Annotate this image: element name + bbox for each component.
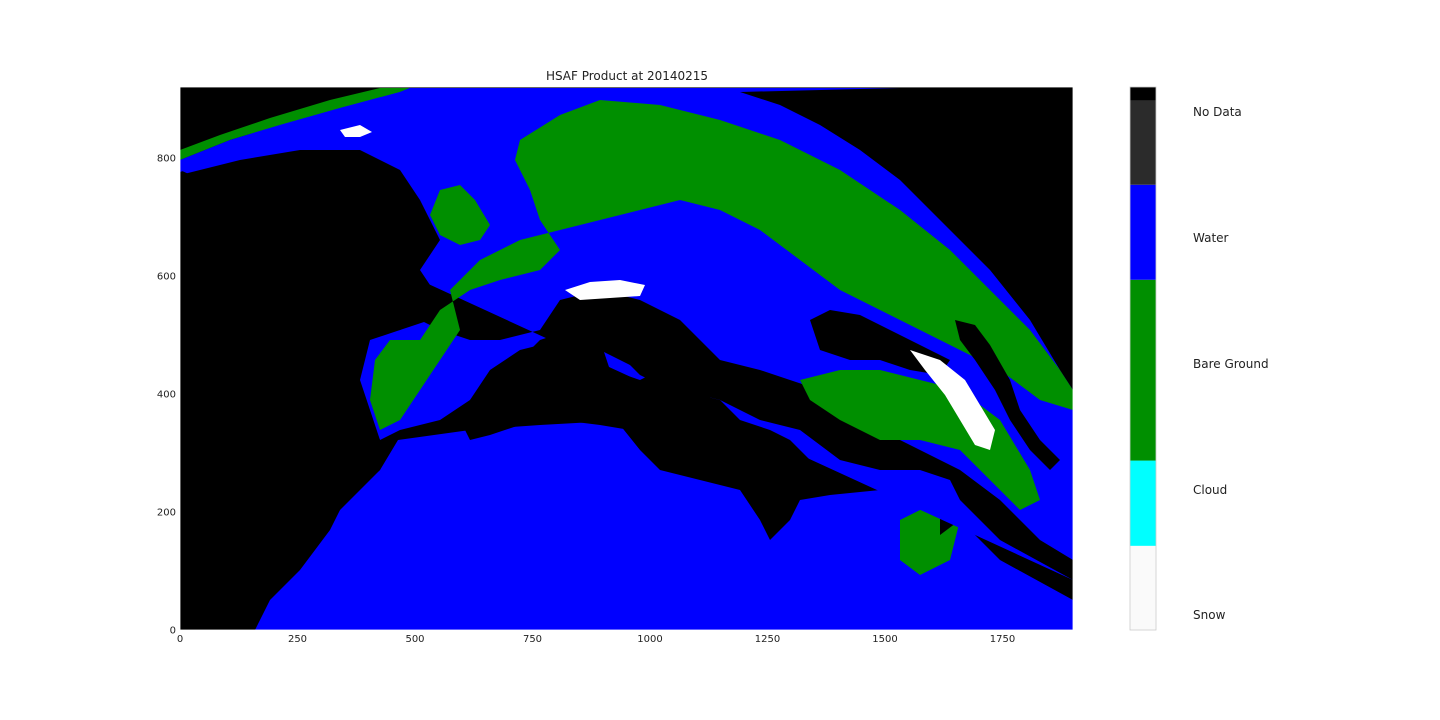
snow-alps [565,280,645,300]
colorbar-swatch-cloud [1130,460,1156,546]
plot-frame [179,86,1074,631]
arctic-water-band [180,88,440,172]
x-tick-label: 1250 [755,634,780,645]
green-europe [370,100,1073,430]
y-tick-label: 400 [157,389,176,400]
colorbar-label: Water [1193,231,1229,245]
x-tick-label: 750 [523,634,542,645]
y-tick-label: 600 [157,271,176,282]
y-axis: 0 200 400 600 800 [157,153,176,636]
colorbar-label: Snow [1193,608,1226,622]
mediterranean-sea [460,330,810,470]
x-tick-label: 1750 [990,634,1015,645]
colorbar: Snow Cloud Bare Ground Water No Data [1129,86,1269,631]
arctic-green-band [180,88,410,160]
y-tick-label: 0 [170,626,176,637]
colorbar-label: Cloud [1193,483,1227,497]
y-tick-label: 200 [157,507,176,518]
chart-title: HSAF Product at 20140215 [546,69,708,83]
colorbar-swatch-water [1130,184,1156,280]
map-image [180,87,1073,630]
colorbar-frame [1129,86,1157,631]
x-tick-label: 0 [177,634,183,645]
tyrrhenian-sea [610,330,720,400]
globe-edge-mask [740,88,1073,390]
green-british-isles [430,185,490,245]
x-tick-label: 1500 [872,634,897,645]
north-atlantic [180,150,440,630]
colorbar-swatch-no-data [1130,100,1156,185]
colorbar-label: Bare Ground [1193,357,1269,371]
x-tick-label: 500 [405,634,424,645]
x-axis: 0 250 500 750 1000 1250 1500 1750 [177,634,1015,645]
x-tick-label: 1000 [637,634,662,645]
colorbar-swatch-snow [1130,545,1156,630]
colorbar-swatch-bare-ground [1130,279,1156,461]
black-sea [810,310,950,375]
snow-scandinavia [340,125,372,137]
y-tick-label: 800 [157,153,176,164]
colorbar-label: No Data [1193,105,1242,119]
colorbar-top-band [1130,87,1156,101]
snow-caucasus [910,350,995,450]
caspian-sea [955,320,1060,470]
x-tick-label: 250 [288,634,307,645]
